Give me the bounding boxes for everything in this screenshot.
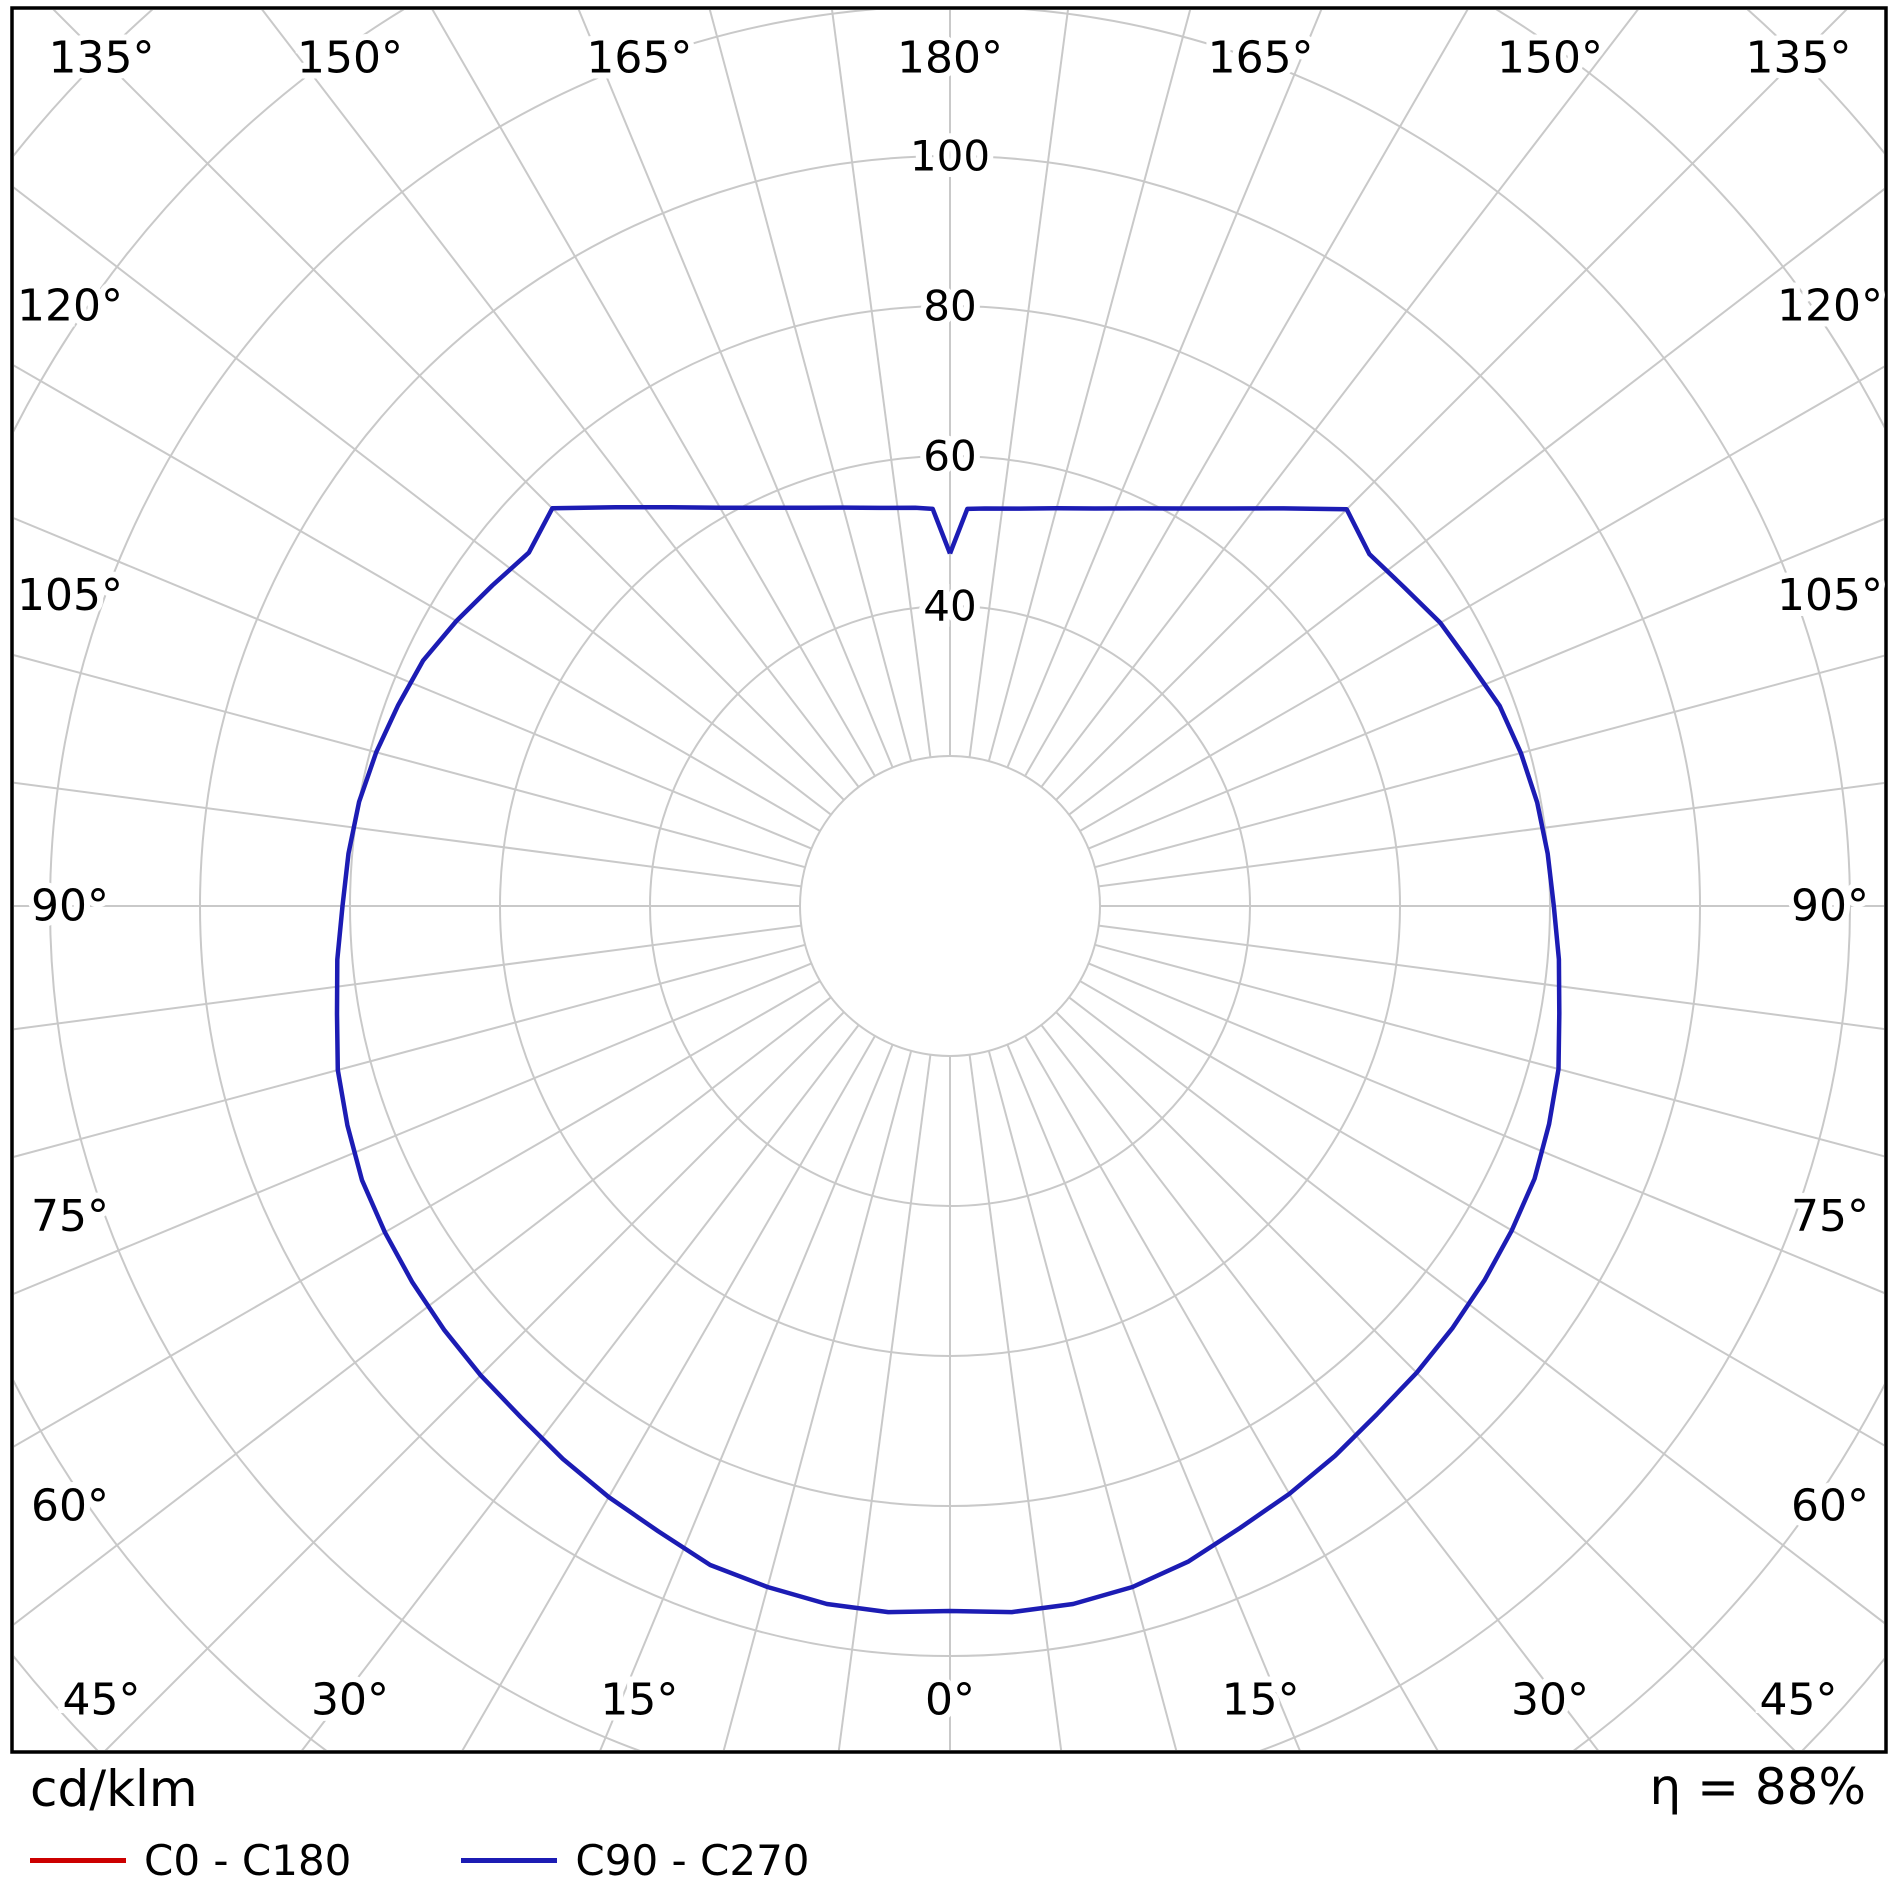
angle-label: 0° xyxy=(925,1675,975,1726)
polar-grid-spoke xyxy=(14,943,806,1158)
polar-grid-spoke xyxy=(1040,1024,1599,1750)
polar-grid-spoke xyxy=(14,517,812,850)
polar-grid-spoke xyxy=(1094,943,1884,1158)
angle-label: 150° xyxy=(297,33,403,84)
polar-grid-spoke xyxy=(261,10,860,788)
polar-grid-spoke xyxy=(1040,10,1639,788)
polar-grid-spoke xyxy=(14,781,802,888)
angle-label: 180° xyxy=(897,33,1003,84)
radial-label: 80 xyxy=(923,282,976,331)
angle-label: 45° xyxy=(62,1675,140,1726)
legend-label-c90-c270: C90 - C270 xyxy=(575,1836,810,1885)
legend-item-c90-c270: C90 - C270 xyxy=(461,1836,810,1885)
efficiency-label: η = 88% xyxy=(1649,1758,1866,1816)
polar-grid-spoke xyxy=(14,996,832,1626)
polar-grid-spoke xyxy=(1024,1035,1439,1750)
polar-grid-spoke xyxy=(722,1050,913,1750)
polar-grid-spoke xyxy=(461,1035,876,1750)
angle-label: 45° xyxy=(1760,1675,1838,1726)
polar-grid-spoke xyxy=(104,1011,845,1750)
polar-grid-spoke xyxy=(1088,518,1884,850)
angle-label: 30° xyxy=(1511,1675,1589,1726)
intensity-curve-c90-c270 xyxy=(334,505,1562,1615)
polar-grid-spoke xyxy=(14,924,802,1031)
angle-label: 105° xyxy=(17,570,123,621)
polar-grid-spoke xyxy=(1055,1011,1796,1750)
angle-label: 75° xyxy=(1791,1191,1869,1242)
polar-grid-spoke xyxy=(52,10,845,801)
polar-grid-spoke xyxy=(14,654,806,869)
radial-label: 100 xyxy=(910,132,990,181)
c0-c180-line-swatch xyxy=(30,1858,126,1863)
angle-label: 15° xyxy=(600,1675,678,1726)
polar-grid-spoke xyxy=(14,186,832,816)
polar-grid-spoke xyxy=(1006,1044,1301,1750)
angle-label: 120° xyxy=(17,281,123,332)
legend-label-c0-c180: C0 - C180 xyxy=(144,1836,352,1885)
angle-label: 60° xyxy=(1791,1481,1869,1532)
angle-label: 135° xyxy=(48,33,154,84)
radial-label: 40 xyxy=(923,582,976,631)
legend-item-c0-c180: C0 - C180 xyxy=(30,1836,351,1885)
angle-label: 150° xyxy=(1497,33,1603,84)
polar-grid-spoke xyxy=(1079,980,1884,1447)
polar-grid-spoke xyxy=(837,1054,932,1750)
angle-label: 90° xyxy=(1791,881,1869,932)
angle-label: 15° xyxy=(1222,1675,1300,1726)
angle-label: 105° xyxy=(1777,570,1883,621)
radial-label: 60 xyxy=(923,432,976,481)
polar-grid-spoke xyxy=(968,1054,1063,1750)
polar-grid-spoke xyxy=(987,1050,1178,1750)
polar-grid-spoke xyxy=(14,962,812,1295)
units-label: cd/klm xyxy=(30,1760,198,1818)
polar-grid-spoke xyxy=(301,1024,860,1750)
polar-grid-spoke xyxy=(14,980,821,1448)
angle-label: 135° xyxy=(1746,33,1852,84)
polar-grid-spoke xyxy=(14,364,821,832)
polar-grid-spoke xyxy=(1006,10,1323,768)
polar-grid-spoke xyxy=(1079,365,1884,832)
polar-grid-spoke xyxy=(1098,782,1884,888)
polar-grid-spoke xyxy=(1055,10,1848,801)
polar-grid-spoke xyxy=(577,10,894,768)
polar-grid-spoke xyxy=(831,10,932,758)
polar-grid-spoke xyxy=(599,1044,894,1750)
polar-grid-spoke xyxy=(708,10,913,762)
legend: C0 - C180 C90 - C270 xyxy=(30,1836,810,1885)
c90-c270-line-swatch xyxy=(461,1858,558,1863)
polar-grid-spoke xyxy=(1088,962,1884,1294)
polar-grid-spoke xyxy=(987,10,1192,762)
polar-grid-spoke xyxy=(1068,996,1884,1624)
polar-grid-spoke xyxy=(431,10,876,777)
polar-grid-spoke xyxy=(1068,188,1884,816)
angle-label: 75° xyxy=(31,1191,109,1242)
angle-label: 30° xyxy=(311,1675,389,1726)
angle-label: 90° xyxy=(31,881,109,932)
angle-label: 165° xyxy=(586,33,692,84)
angle-label: 60° xyxy=(31,1481,109,1532)
polar-grid-spoke xyxy=(1094,654,1884,869)
angle-label: 120° xyxy=(1777,281,1883,332)
angle-label: 165° xyxy=(1208,33,1314,84)
polar-grid-spoke xyxy=(1024,10,1469,777)
polar-grid-spoke xyxy=(1098,924,1884,1030)
polar-grid-spoke xyxy=(968,10,1069,758)
